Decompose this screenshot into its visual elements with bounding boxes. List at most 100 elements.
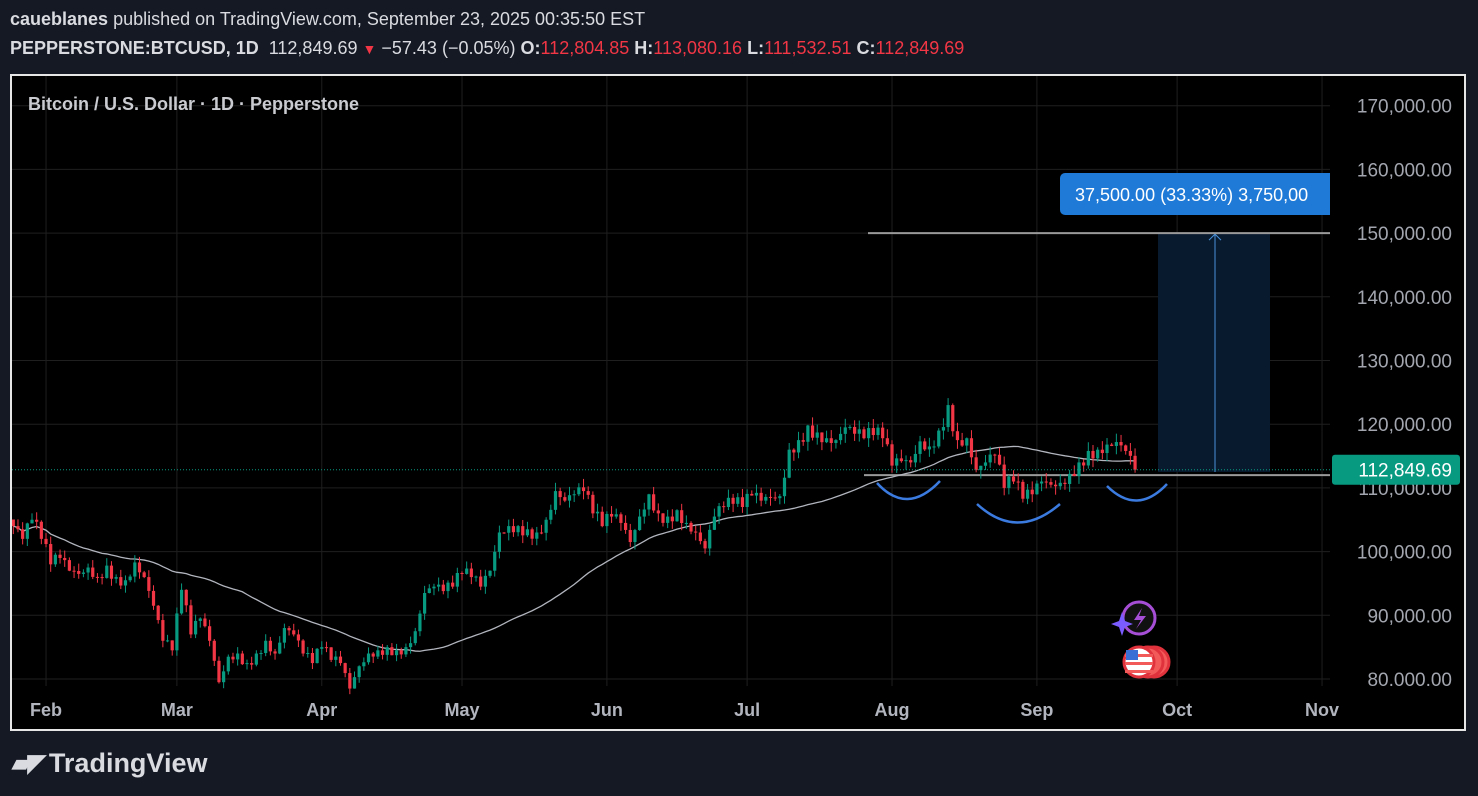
candle: [161, 620, 165, 641]
candle: [1086, 450, 1090, 466]
candlestick-chart[interactable]: 37,500.00 (33.33%) 3,750,00 170,000.00 160…: [12, 76, 1466, 731]
candle: [983, 462, 988, 466]
price-tick-label: 130,000.00: [1357, 352, 1452, 373]
candle: [764, 496, 768, 501]
candle: [913, 453, 917, 463]
candle: [352, 677, 357, 689]
candle: [572, 494, 576, 496]
candle: [684, 522, 688, 524]
candle: [801, 440, 805, 442]
candle: [156, 605, 160, 621]
last-price: 112,849.69: [268, 38, 358, 58]
candle: [895, 458, 899, 466]
candle: [105, 565, 109, 578]
candle: [348, 673, 352, 689]
flag-canton: [1126, 650, 1138, 660]
candle: [198, 618, 202, 621]
candle: [231, 656, 235, 660]
candle: [357, 666, 361, 678]
candle: [142, 572, 146, 578]
candle: [904, 460, 908, 462]
candle: [927, 446, 932, 450]
publish-info: caueblanes published on TradingView.com,…: [10, 9, 645, 30]
candle: [497, 532, 501, 552]
candle: [722, 506, 726, 508]
candle: [39, 521, 43, 539]
candle: [469, 568, 473, 578]
symbol-info: PEPPERSTONE:BTCUSD, 1D 112,849.69 ▼ −57.…: [10, 38, 964, 59]
candle: [137, 562, 142, 573]
candle: [853, 426, 857, 434]
time-tick-label: Apr: [306, 700, 337, 720]
candle: [222, 671, 226, 683]
candle: [446, 582, 450, 592]
candle: [862, 429, 866, 439]
candle: [315, 648, 319, 664]
candle: [815, 432, 819, 438]
candle: [829, 438, 833, 443]
close-label: C:: [856, 38, 876, 58]
candle: [16, 526, 20, 530]
moving-average-line: [13, 445, 1136, 652]
candle: [1133, 455, 1137, 470]
close-value: 112,849.69: [875, 38, 965, 58]
candle: [820, 432, 824, 443]
time-tick-label: Feb: [30, 700, 62, 720]
candle: [708, 529, 712, 549]
candle: [1100, 449, 1104, 454]
candle: [881, 427, 885, 439]
candle: [586, 491, 590, 495]
candle: [376, 650, 380, 657]
candle: [698, 532, 702, 542]
author[interactable]: caueblanes: [10, 9, 109, 29]
candle: [666, 516, 670, 523]
projection-label: 37,500.00 (33.33%) 3,750,00: [1075, 185, 1308, 205]
candle: [652, 494, 656, 511]
candle: [1063, 482, 1067, 484]
price-tick-label: 80,000.00: [1367, 670, 1452, 691]
chart-title: Bitcoin / U.S. Dollar · 1D · Pepperstone: [28, 94, 360, 114]
candle: [857, 429, 861, 434]
candle: [324, 647, 329, 649]
candle: [306, 653, 310, 655]
candle: [394, 650, 399, 656]
candle: [544, 519, 548, 533]
candle: [871, 428, 875, 436]
candle: [413, 631, 417, 644]
candle: [535, 532, 539, 539]
candle: [932, 446, 936, 448]
candle: [404, 647, 408, 655]
time-tick-label: Oct: [1162, 700, 1192, 720]
chart-panel[interactable]: 37,500.00 (33.33%) 3,750,00 170,000.00 160…: [10, 74, 1466, 731]
candle: [320, 647, 324, 649]
candle: [1054, 484, 1058, 487]
candle: [1011, 476, 1016, 482]
candle: [236, 653, 240, 660]
candle: [619, 514, 623, 523]
candle: [268, 640, 272, 652]
candle: [623, 522, 628, 530]
candle: [941, 427, 946, 431]
candle: [465, 568, 469, 574]
axis-mask: [1330, 686, 1464, 729]
lightning-bolt-icon: [1134, 608, 1146, 629]
candle: [988, 454, 992, 463]
candle: [488, 570, 492, 576]
candle: [787, 449, 791, 478]
candle: [834, 440, 838, 443]
candle: [217, 660, 221, 683]
candle: [53, 554, 57, 565]
high-value: 113,080.16: [653, 38, 743, 58]
candle: [390, 647, 394, 656]
candle: [1007, 476, 1011, 488]
candle: [371, 653, 375, 657]
candle: [703, 541, 707, 549]
candle: [479, 576, 483, 587]
candle: [918, 441, 922, 454]
candle: [329, 647, 333, 660]
candle: [12, 519, 15, 527]
time-tick-label: May: [444, 700, 479, 720]
projection-box: [1158, 233, 1270, 472]
candle: [647, 494, 651, 510]
last-price-badge: [1332, 454, 1460, 485]
